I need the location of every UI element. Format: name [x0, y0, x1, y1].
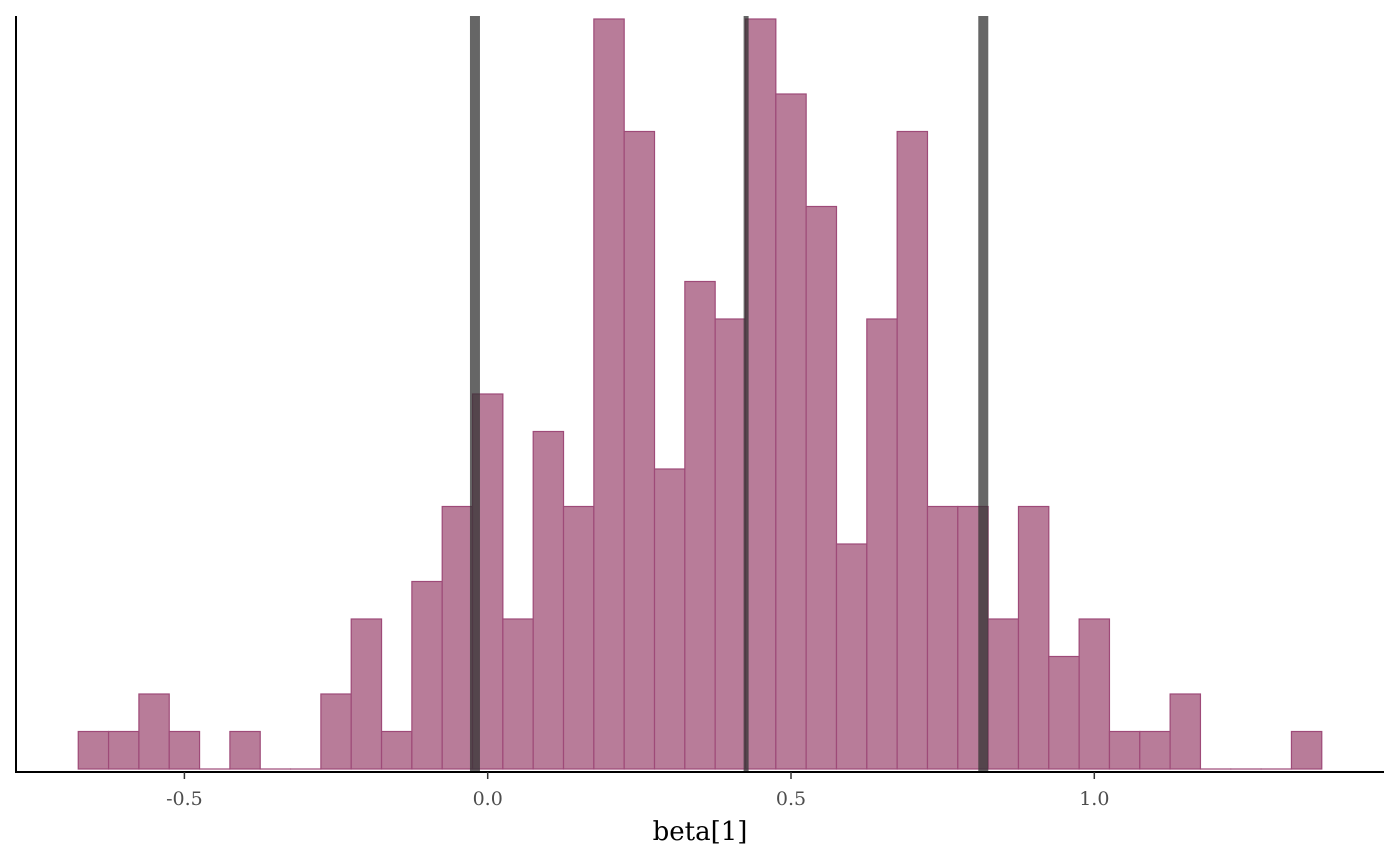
histogram-bar: [684, 280, 716, 770]
histogram-bar: [380, 730, 413, 770]
histogram-bar: [77, 730, 110, 770]
x-tick-label: 0.5: [776, 788, 806, 810]
histogram-bar: [593, 18, 625, 770]
histogram-bar: [835, 543, 868, 770]
histogram-bar: [866, 318, 898, 770]
x-tick-label: 1.0: [1079, 788, 1109, 810]
bars-group: [77, 18, 1323, 770]
histogram-bar: [896, 130, 929, 770]
histogram-bar: [653, 468, 686, 770]
histogram-bar: [502, 618, 534, 770]
histogram-bar: [1017, 505, 1050, 770]
histogram-bar: [1139, 730, 1171, 770]
x-axis-title: beta[1]: [653, 817, 748, 847]
histogram-bar: [138, 693, 170, 770]
x-ticks-group: -0.5 0.0 0.5 1.0: [166, 772, 1109, 810]
histogram-bar: [1048, 655, 1080, 770]
histogram-bar: [623, 130, 656, 770]
histogram-bar: [1290, 730, 1323, 770]
histogram-bar: [562, 505, 595, 770]
histogram-bar: [532, 430, 565, 770]
histogram-bar: [1108, 730, 1141, 770]
vertical-lines-group: [469, 16, 989, 772]
histogram-bar: [805, 205, 838, 770]
histogram-bar: [350, 618, 383, 770]
histogram-bar: [714, 318, 747, 770]
histogram-bar: [441, 505, 474, 770]
histogram-bar: [1078, 618, 1111, 770]
x-tick-label: -0.5: [166, 788, 203, 810]
x-tick-label: 0.0: [473, 788, 503, 810]
histogram-bar: [775, 93, 807, 770]
histogram-bar: [411, 580, 443, 770]
histogram-bar: [926, 505, 959, 770]
histogram-bar: [1169, 693, 1202, 770]
histogram-bar: [107, 730, 140, 770]
histogram-bar: [320, 693, 352, 770]
histogram-bar: [987, 618, 1020, 770]
histogram-bar: [168, 730, 201, 770]
histogram-bar: [744, 18, 777, 770]
histogram-bar: [229, 730, 261, 770]
